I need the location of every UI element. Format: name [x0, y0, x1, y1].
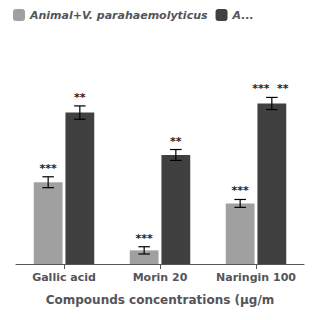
svg-text:***: ***	[252, 82, 270, 95]
svg-text:Animal+V. parahaemolyticus: Animal+V. parahaemolyticus	[29, 9, 208, 22]
svg-text:***: ***	[136, 232, 154, 245]
svg-text:Compounds concentrations (μg/m: Compounds concentrations (μg/m	[46, 293, 275, 307]
svg-text:Morin 20: Morin 20	[133, 271, 188, 284]
svg-text:Naringin 100: Naringin 100	[216, 271, 296, 284]
svg-text:Gallic acid: Gallic acid	[32, 271, 96, 284]
svg-text:***: ***	[232, 184, 250, 197]
svg-text:**: **	[74, 91, 86, 104]
svg-text:A...: A...	[232, 9, 254, 22]
svg-text:***: ***	[40, 162, 58, 175]
svg-text:**: **	[277, 82, 289, 95]
svg-text:**: **	[170, 135, 182, 148]
